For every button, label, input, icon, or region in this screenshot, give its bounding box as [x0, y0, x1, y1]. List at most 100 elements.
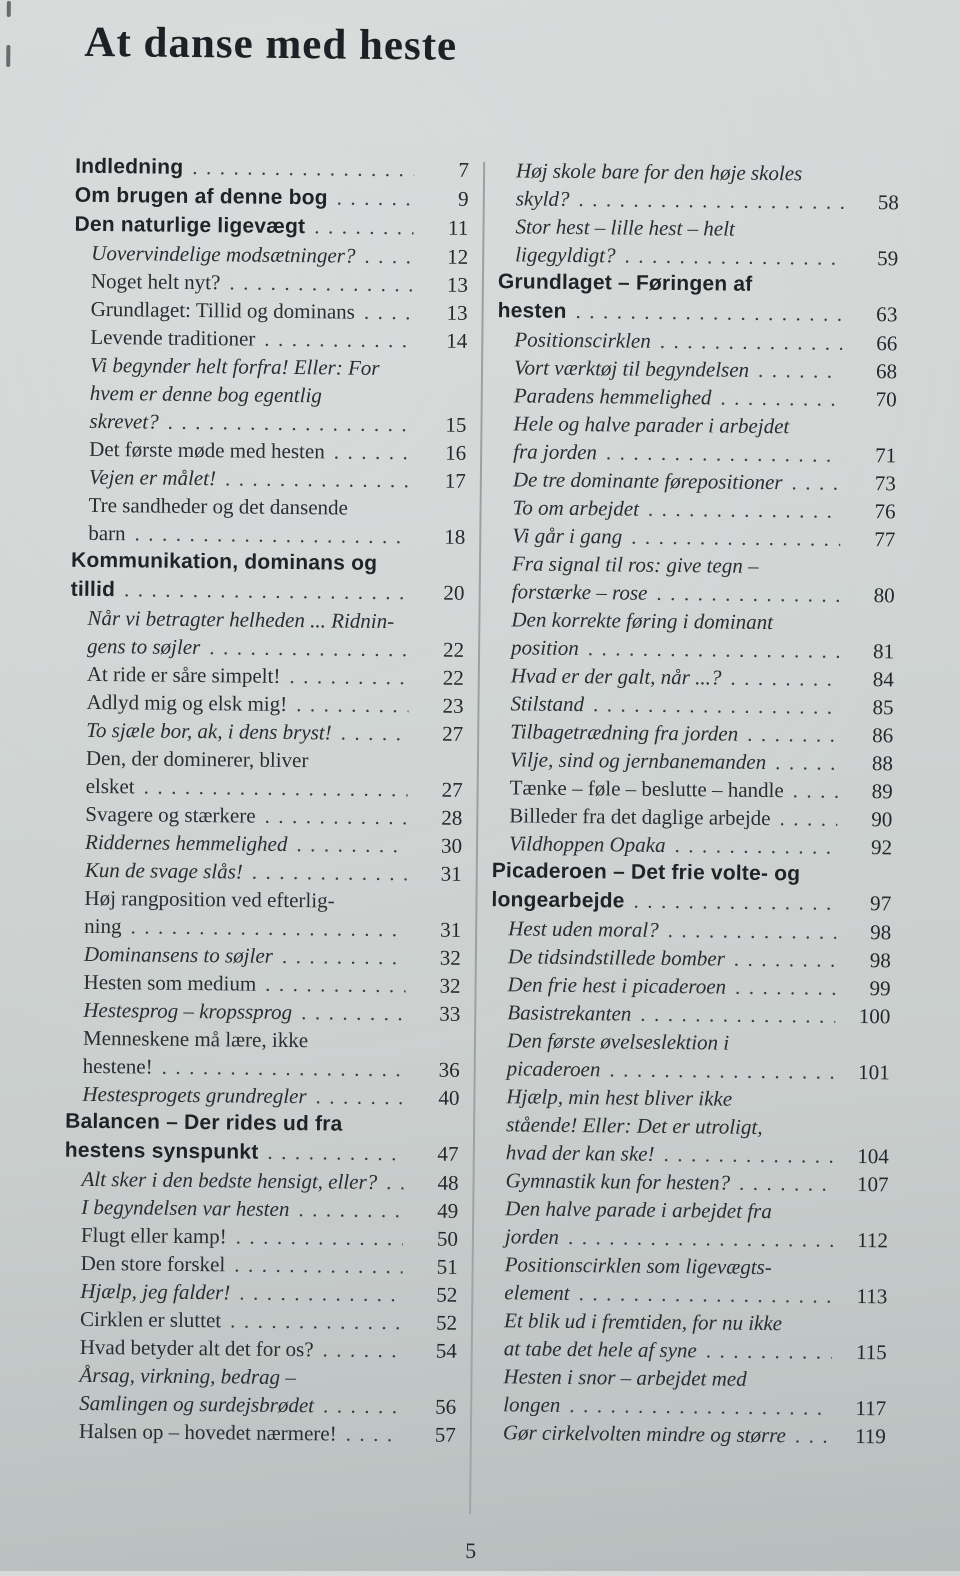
- toc-entry-last-line: longearbejde............................…: [491, 885, 891, 918]
- leader-dots-glyphs: ........................................…: [363, 299, 413, 327]
- toc-entry-last-line: Hest uden moral?........................…: [508, 914, 891, 946]
- toc-entry-text: Basistrekanten: [507, 1000, 632, 1026]
- toc-page-ref: 47: [437, 1141, 459, 1166]
- toc-page-ref: 58: [877, 190, 899, 215]
- toc-page-ref: 100: [858, 1003, 891, 1029]
- toc-entry: Kun de svage slås!......................…: [68, 856, 462, 888]
- toc-entry-last-line: ning....................................…: [84, 912, 461, 944]
- toc-entry-last-line: ligegyldigt?............................…: [515, 240, 898, 272]
- toc-page-ref: 51: [436, 1254, 458, 1279]
- toc-entry-last-line: Vi går i gang...........................…: [512, 521, 895, 553]
- leader-dots-glyphs: ........................................…: [267, 1139, 404, 1169]
- toc-leader-dots: ........................................…: [386, 1168, 404, 1196]
- toc-entry-last-line: Adlyd mig og elsk mig!..................…: [86, 688, 463, 720]
- toc-page-ref: 104: [857, 1143, 889, 1169]
- leader-dots-glyphs: ........................................…: [667, 917, 837, 946]
- toc-entry-text: Cirklen er sluttet: [79, 1306, 222, 1333]
- toc-leader-dots: ........................................…: [267, 1138, 404, 1168]
- toc-entry-last-line: barn....................................…: [88, 519, 465, 551]
- toc-entry: Halsen op – hovedet nærmere!............…: [62, 1417, 456, 1449]
- toc-entry-last-line: Flugt eller kamp!.......................…: [81, 1221, 458, 1253]
- toc-page-ref: 101: [858, 1059, 890, 1085]
- toc-leader-dots: ........................................…: [793, 776, 838, 804]
- toc-entry-last-line: Dominansens to søjler...................…: [84, 940, 461, 972]
- toc-leader-dots: ........................................…: [143, 772, 408, 803]
- toc-entry-last-line: element.................................…: [504, 1278, 887, 1310]
- toc-page-ref: 15: [445, 412, 467, 437]
- toc-entry-text: At ride er såre simpelt!: [86, 661, 281, 688]
- toc-entry-last-line: Hestesprog – kropssprog.................…: [83, 996, 460, 1028]
- toc-entry-text: Noget helt nyt?: [90, 268, 221, 295]
- toc-entry: Den naturlige ligevægt..................…: [74, 210, 468, 243]
- leader-dots-glyphs: ........................................…: [730, 665, 839, 693]
- leader-dots-glyphs: ........................................…: [575, 298, 843, 329]
- toc-page-ref: 92: [870, 835, 893, 860]
- page-number: 5: [465, 1537, 477, 1564]
- leader-dots-glyphs: ........................................…: [315, 1084, 405, 1112]
- toc-entry-text: skrevet?: [89, 408, 159, 434]
- leader-dots-glyphs: ........................................…: [229, 270, 414, 299]
- toc-entry-last-line: jorden..................................…: [505, 1222, 888, 1254]
- toc-page-ref: 31: [440, 861, 462, 886]
- toc-page-ref: 14: [446, 328, 468, 353]
- toc-page-ref: 77: [874, 527, 896, 552]
- toc-entry-text: fra jorden: [513, 439, 598, 465]
- toc-entry: Hele og halve parader i arbejdet fra jord…: [496, 409, 897, 469]
- toc-entry-text: element: [504, 1280, 570, 1305]
- leader-dots-glyphs: ........................................…: [265, 971, 406, 1000]
- toc-entry-line: Den halve parade i arbejdet fra: [505, 1196, 772, 1224]
- toc-entry-last-line: fra jorden..............................…: [513, 437, 896, 469]
- toc-leader-dots: ........................................…: [739, 1169, 834, 1198]
- leader-dots-glyphs: ........................................…: [281, 943, 407, 972]
- toc-leader-dots: ........................................…: [631, 523, 840, 553]
- leader-dots-glyphs: ........................................…: [569, 1392, 832, 1422]
- toc-entry-line: Stor hest – lille hest – helt: [515, 214, 735, 241]
- toc-page-ref: 36: [438, 1057, 460, 1082]
- toc-page-ref: 9: [457, 186, 469, 211]
- leader-dots-glyphs: ........................................…: [264, 326, 413, 355]
- toc-entry-last-line: Stilstand...............................…: [510, 689, 893, 721]
- toc-entry-last-line: skrevet?................................…: [89, 407, 466, 439]
- toc-entry-text: forstærke – rose: [511, 579, 648, 605]
- toc-entry-last-line: Noget helt nyt?.........................…: [91, 267, 468, 299]
- toc-entry-text: barn: [88, 520, 126, 546]
- leader-dots-glyphs: ........................................…: [567, 1224, 834, 1254]
- toc-leader-dots: ........................................…: [609, 1055, 835, 1085]
- toc-entry-line: Menneskene må lære, ikke: [82, 1025, 309, 1053]
- toc-leader-dots: ........................................…: [264, 802, 408, 831]
- toc-leader-dots: ........................................…: [192, 153, 414, 184]
- toc-entry-line: Hjælp, min hest bliver ikke: [506, 1084, 733, 1111]
- toc-page-ref: 32: [439, 973, 461, 998]
- leader-dots-glyphs: ........................................…: [289, 664, 409, 692]
- toc-entry-last-line: Gør cirkelvolten mindre og større.......…: [503, 1418, 886, 1450]
- toc-leader-dots: ........................................…: [346, 1420, 402, 1449]
- toc-page-ref: 23: [442, 693, 464, 718]
- toc-entry-line: Den korrekte føring i dominant: [511, 607, 774, 635]
- toc-entry-last-line: Hestesprogets grundregler...............…: [82, 1080, 459, 1112]
- toc-entry: Cirklen er sluttet......................…: [63, 1305, 457, 1337]
- leader-dots-glyphs: ........................................…: [631, 524, 841, 553]
- toc-leader-dots: ........................................…: [606, 438, 841, 468]
- toc-page-ref: 112: [857, 1227, 889, 1253]
- toc-entry-last-line: hestens synspunkt.......................…: [65, 1136, 459, 1169]
- toc-entry-last-line: picaderoen..............................…: [507, 1054, 890, 1086]
- toc-entry-text: Flugt eller kamp!: [80, 1222, 227, 1249]
- toc-entry-line: Den, der dominerer, bliver: [85, 745, 309, 773]
- toc-leader-dots: ........................................…: [779, 804, 837, 833]
- toc-entry-text: ning: [84, 913, 122, 939]
- leader-dots-glyphs: ........................................…: [230, 1308, 403, 1337]
- toc-entry: Positionscirklen som ligevægts-element..…: [487, 1250, 888, 1310]
- toc-entry: Vilje, sind og jernbanemanden...........…: [493, 745, 893, 777]
- toc-entry-last-line: position................................…: [511, 633, 894, 665]
- toc-page-ref: 113: [856, 1283, 888, 1309]
- toc-entry-last-line: hestene!................................…: [83, 1052, 460, 1084]
- toc-entry: Den halve parade i arbejdet fra jorden...…: [488, 1194, 889, 1254]
- toc-leader-dots: ........................................…: [298, 1195, 403, 1224]
- toc-page-ref: 119: [855, 1423, 887, 1449]
- toc-entry: Grundlaget: Tillid og dominans..........…: [74, 295, 468, 327]
- toc-entry-text: Vi går i gang: [512, 523, 623, 549]
- toc-leader-dots: ........................................…: [296, 830, 407, 859]
- toc-entry: Hvad er der galt, når ...?..............…: [494, 661, 894, 693]
- column-divider-rule: [469, 162, 486, 1514]
- toc-entry: Gymnastik kun for hesten?...............…: [488, 1166, 888, 1198]
